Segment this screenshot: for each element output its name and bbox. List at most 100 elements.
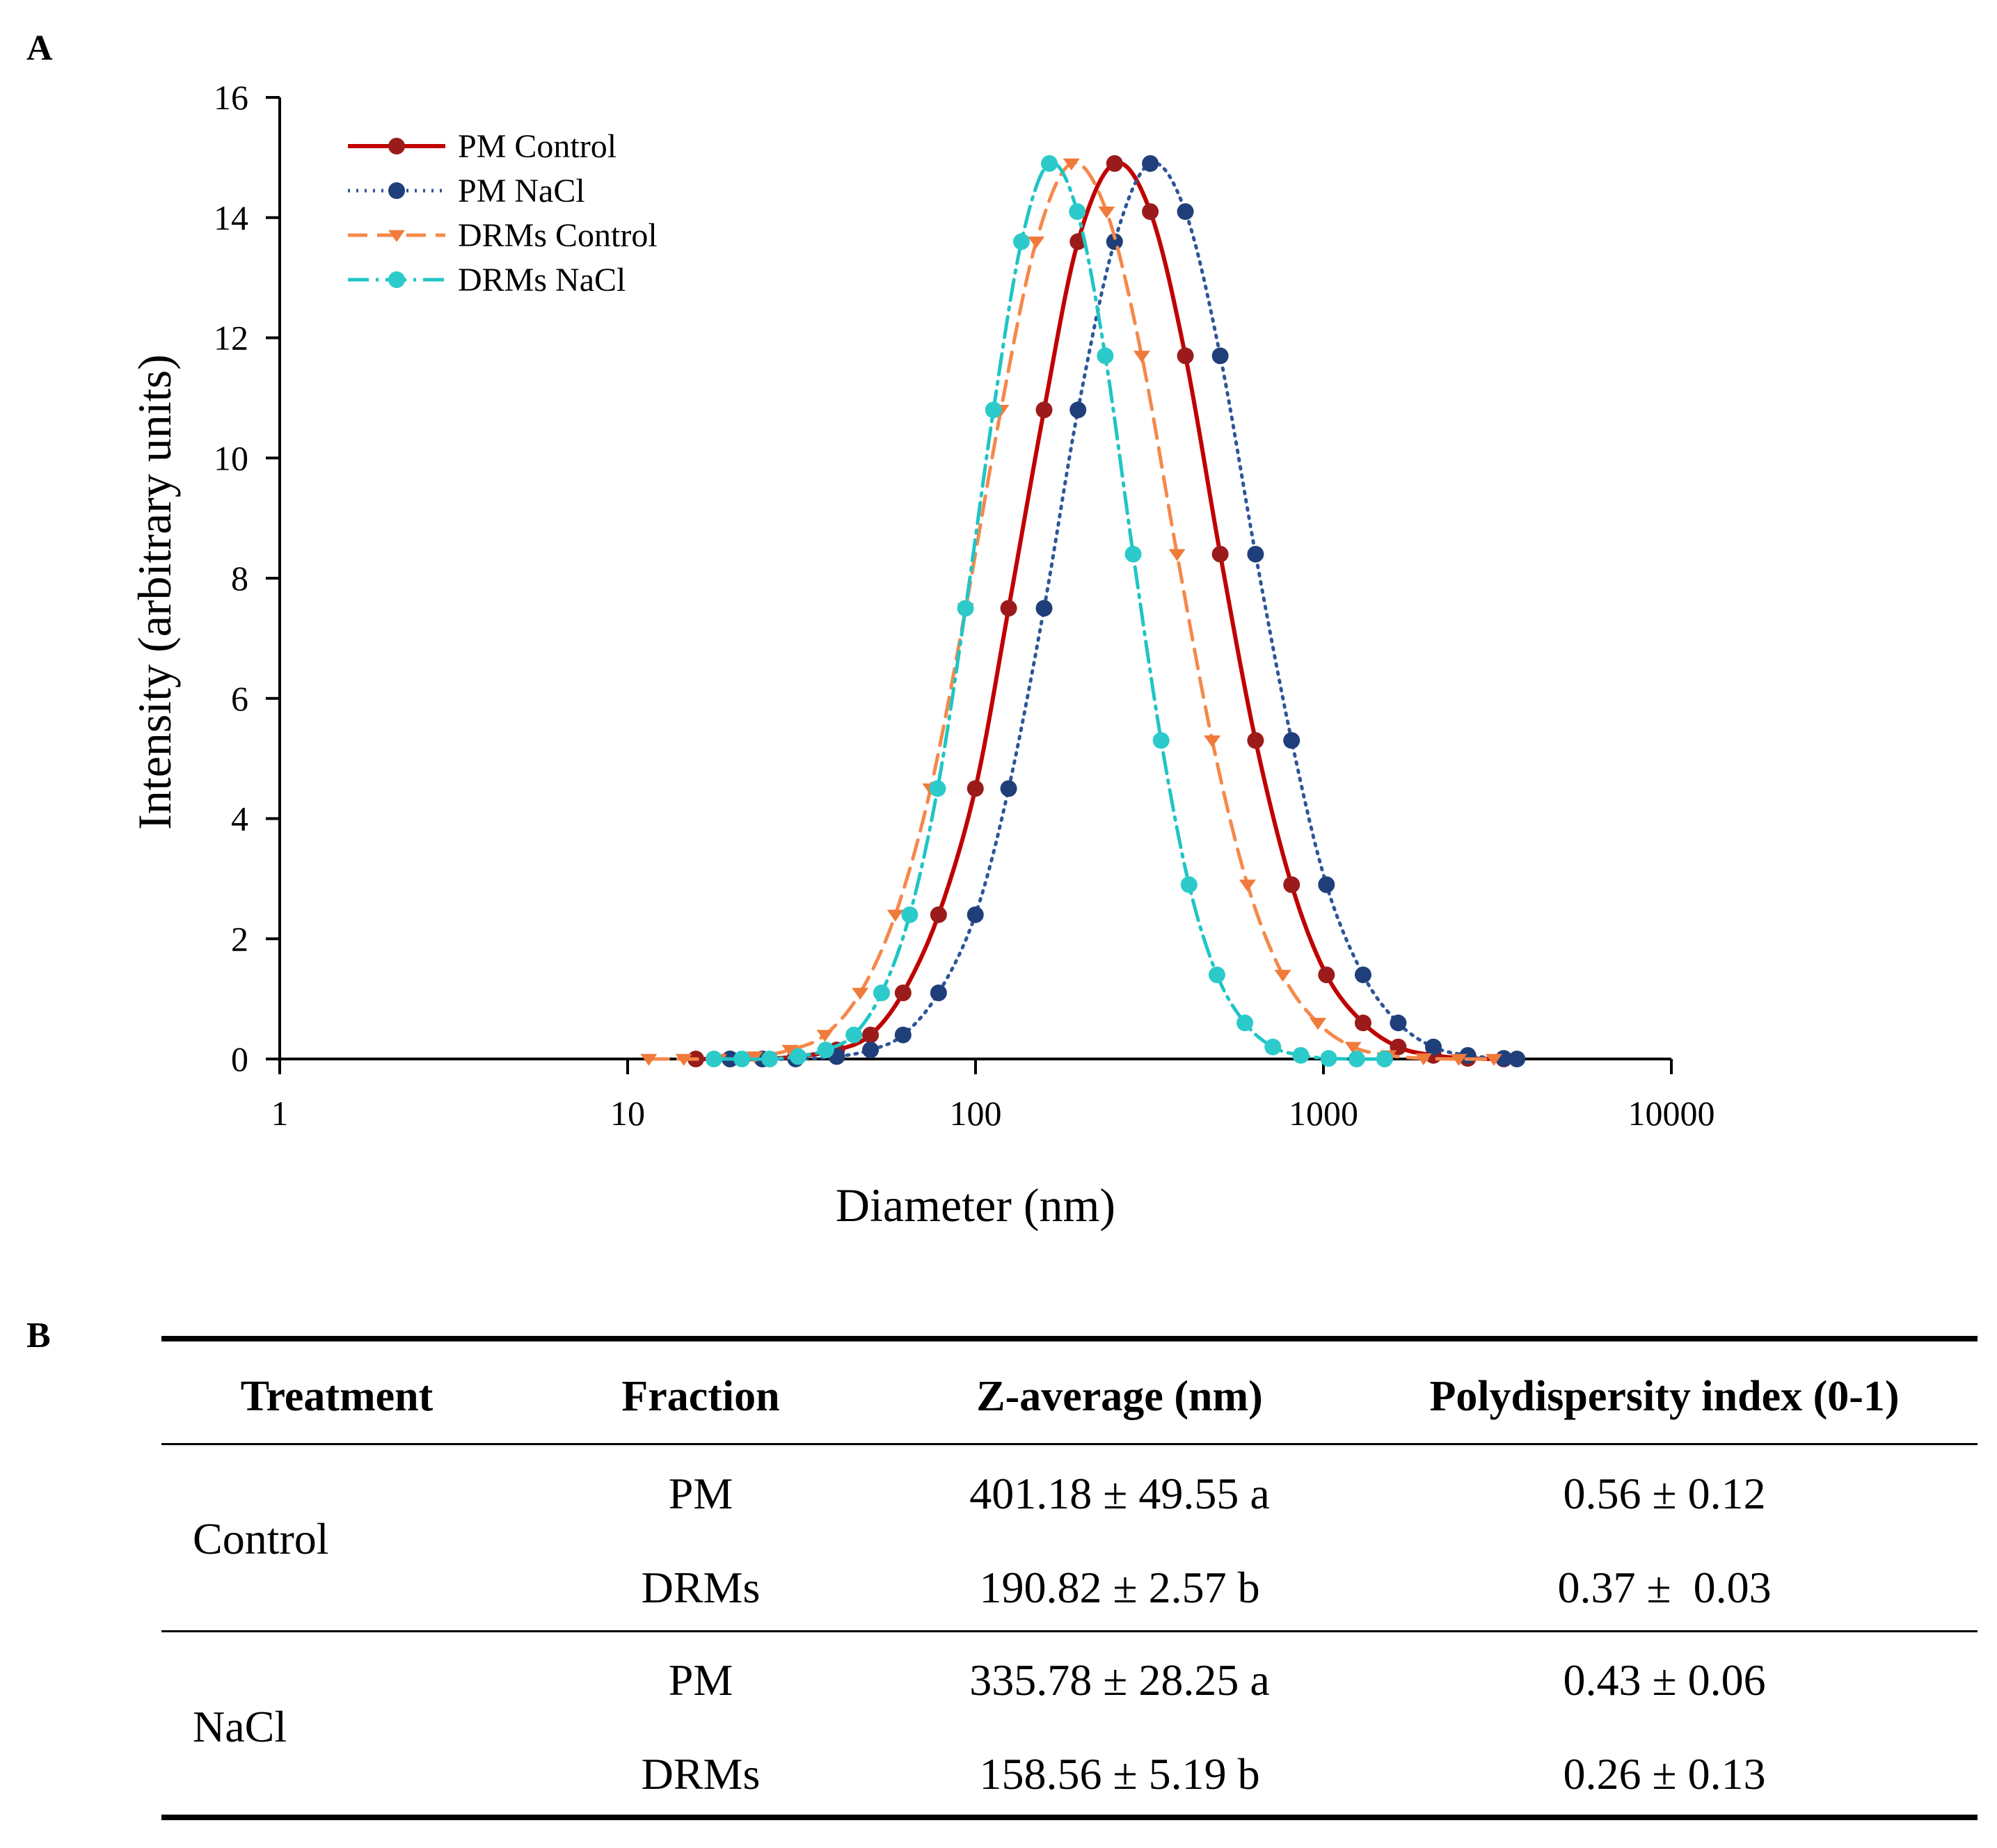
legend-label: PM NaCl <box>458 173 585 209</box>
header-pdi: Polydispersity index (0-1) <box>1429 1373 1900 1420</box>
nacl-pm-z-average: 335.78 ± 28.25 a <box>969 1655 1270 1705</box>
data-point <box>894 1026 912 1044</box>
data-point <box>930 906 947 923</box>
data-point <box>1211 347 1229 365</box>
data-point <box>1415 1053 1432 1066</box>
data-point <box>1283 876 1300 893</box>
data-point <box>733 1051 751 1067</box>
data-point <box>761 1051 779 1067</box>
data-point <box>1390 1014 1407 1032</box>
data-point <box>1344 1042 1362 1054</box>
data-point <box>1069 401 1087 419</box>
table-top-rule <box>161 1336 1978 1341</box>
table-group-rule <box>161 1630 1978 1632</box>
data-point <box>1063 158 1080 170</box>
y-tick-label: 8 <box>231 559 248 598</box>
y-tick-label: 16 <box>214 78 248 117</box>
data-point <box>1142 155 1159 173</box>
panel-a-label: A <box>26 29 53 68</box>
nacl-drms-z-average: 158.56 ± 5.19 b <box>979 1749 1260 1799</box>
data-point <box>1106 233 1123 250</box>
x-axis-title: Diameter (nm) <box>836 1179 1115 1232</box>
control-drms-fraction: DRMs <box>641 1563 761 1612</box>
nacl-pm-fraction: PM <box>668 1655 733 1705</box>
data-point <box>789 1048 806 1065</box>
data-point <box>966 906 984 923</box>
series-line <box>728 161 1519 1061</box>
data-point <box>1098 206 1115 219</box>
x-tick-label: 10 <box>610 1094 645 1133</box>
legend-entry: PM NaCl <box>348 173 585 209</box>
data-point <box>1354 966 1371 984</box>
y-tick-label: 2 <box>231 919 248 958</box>
data-point <box>1264 1038 1282 1056</box>
data-point <box>1247 545 1264 563</box>
data-point <box>640 1053 658 1066</box>
data-point <box>1211 545 1229 563</box>
y-axis-title: Intensity (arbitrary units) <box>128 354 181 830</box>
control-pm-z-average: 401.18 ± 49.55 a <box>969 1469 1270 1518</box>
data-point <box>1097 347 1114 365</box>
y-tick-label: 12 <box>214 319 248 358</box>
data-point <box>1069 203 1086 221</box>
data-point <box>1168 549 1186 561</box>
y-tick-label: 6 <box>231 679 248 718</box>
data-point <box>930 984 947 1001</box>
data-point <box>901 906 918 923</box>
data-point <box>1041 155 1058 173</box>
data-point <box>1035 401 1053 419</box>
data-point <box>388 138 405 154</box>
data-point <box>705 1051 722 1067</box>
x-tick-label: 1 <box>271 1094 289 1133</box>
data-point <box>1152 732 1170 749</box>
data-point <box>388 230 405 242</box>
data-point <box>1239 879 1256 892</box>
series-drms-nacl <box>705 155 1393 1067</box>
data-point <box>1124 545 1142 563</box>
data-point <box>1283 732 1300 749</box>
data-point <box>845 1026 863 1044</box>
control-drms-pdi: 0.37 ± 0.03 <box>1557 1563 1772 1612</box>
data-point <box>1318 876 1335 893</box>
control-pm-fraction: PM <box>668 1469 733 1518</box>
series-line <box>693 160 1506 1062</box>
legend-entry: PM Control <box>348 128 616 165</box>
x-tick-label: 10000 <box>1628 1094 1715 1133</box>
chart-series <box>640 155 1526 1067</box>
data-point <box>1000 780 1017 797</box>
nacl-drms-pdi: 0.26 ± 0.13 <box>1563 1749 1766 1799</box>
data-point <box>852 987 869 1000</box>
data-point <box>675 1053 692 1066</box>
data-point <box>966 780 984 797</box>
data-point <box>1247 732 1264 749</box>
legend-entry: DRMs NaCl <box>348 262 626 298</box>
data-point <box>1318 966 1335 984</box>
panel-b-label: B <box>26 1316 51 1355</box>
data-point <box>1035 600 1053 617</box>
data-point <box>816 1030 834 1042</box>
data-point <box>1204 735 1221 748</box>
series-pm-nacl <box>722 155 1526 1067</box>
data-point <box>1310 1017 1327 1030</box>
data-point <box>1509 1051 1526 1067</box>
data-point <box>862 1042 880 1059</box>
legend-label: PM Control <box>458 128 616 165</box>
data-point <box>862 1026 880 1044</box>
table-bottom-rule <box>161 1815 1978 1820</box>
legend-label: DRMs Control <box>458 217 658 254</box>
data-point <box>1133 351 1150 363</box>
data-point <box>817 1042 834 1059</box>
data-point <box>1028 237 1045 249</box>
header-z-average: Z-average (nm) <box>976 1373 1263 1420</box>
data-point <box>1354 1014 1371 1032</box>
x-tick-label: 1000 <box>1289 1094 1358 1133</box>
data-point <box>1376 1051 1393 1067</box>
x-tick-label: 100 <box>950 1094 1002 1133</box>
data-point <box>957 600 974 617</box>
data-point <box>1292 1046 1310 1064</box>
data-point <box>1424 1038 1442 1056</box>
nacl-pm-pdi: 0.43 ± 0.06 <box>1563 1655 1766 1705</box>
series-line <box>646 161 1496 1061</box>
data-point <box>1142 203 1159 221</box>
data-point <box>1106 155 1123 173</box>
